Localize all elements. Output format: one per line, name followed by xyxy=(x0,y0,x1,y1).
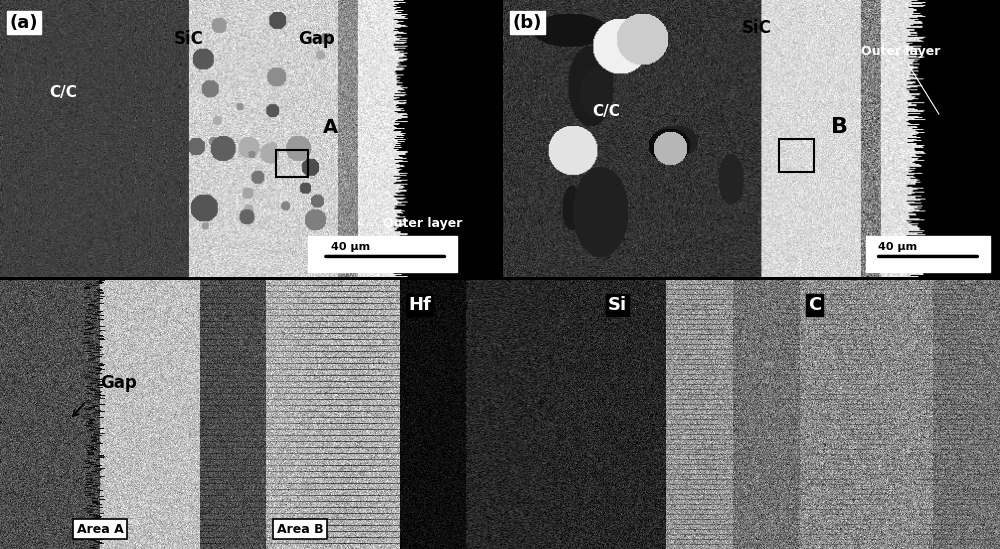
Text: C/C: C/C xyxy=(50,85,78,100)
Text: Gap: Gap xyxy=(298,30,335,48)
Bar xyxy=(779,139,814,172)
Text: SiC: SiC xyxy=(742,19,771,37)
Bar xyxy=(276,150,308,177)
Text: Gap: Gap xyxy=(100,373,137,391)
Text: C/C: C/C xyxy=(592,104,620,120)
FancyBboxPatch shape xyxy=(308,236,457,272)
Text: A: A xyxy=(323,118,338,137)
Text: B: B xyxy=(831,117,848,137)
Text: C: C xyxy=(808,296,821,314)
Text: (a): (a) xyxy=(10,14,38,32)
Text: 40 μm: 40 μm xyxy=(878,242,917,251)
Text: 40 μm: 40 μm xyxy=(331,242,370,251)
Text: Si: Si xyxy=(608,296,627,314)
Text: Area A: Area A xyxy=(77,523,123,536)
Text: (b): (b) xyxy=(513,14,542,32)
Text: Outer layer: Outer layer xyxy=(861,46,940,114)
Text: Outer layer: Outer layer xyxy=(383,212,462,231)
FancyBboxPatch shape xyxy=(866,236,990,272)
Text: Area B: Area B xyxy=(277,523,323,536)
Text: Hf: Hf xyxy=(408,296,431,314)
Text: SiC: SiC xyxy=(174,30,204,48)
